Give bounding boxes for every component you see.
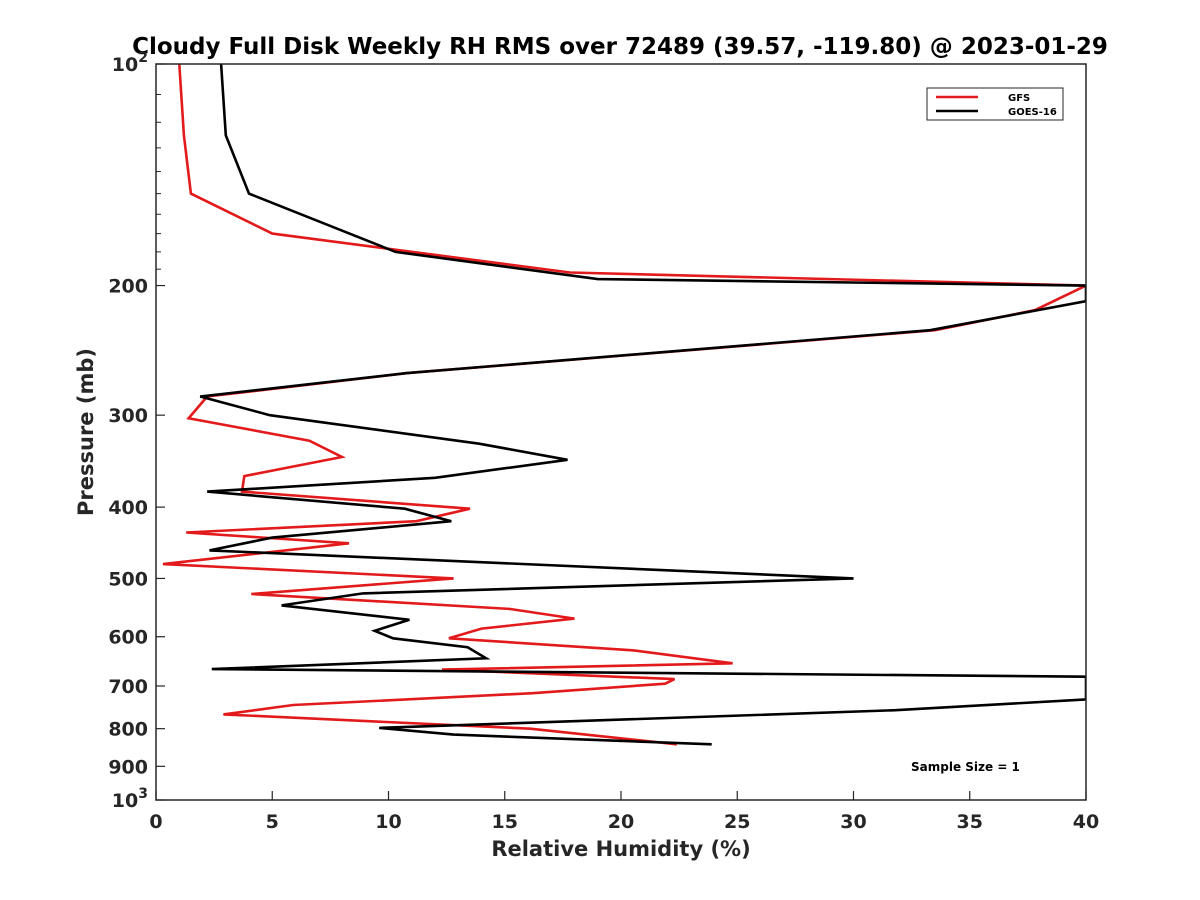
x-tick-label: 0 (149, 811, 162, 833)
x-tick-label: 15 (492, 811, 518, 833)
chart-title: Cloudy Full Disk Weekly RH RMS over 7248… (132, 34, 1108, 60)
y-tick-label: 400 (108, 497, 148, 519)
series-line-goes-16 (199, 64, 1086, 746)
series-layer (162, 64, 1086, 746)
y-tick-label: 600 (108, 627, 148, 649)
legend-label-goes-16: GOES-16 (1008, 107, 1057, 118)
legend-label-gfs: GFS (1008, 93, 1030, 104)
y-tick-label: 300 (108, 405, 148, 427)
x-axis-title: Relative Humidity (%) (491, 837, 750, 861)
y-tick-label: 500 (108, 568, 148, 590)
y-tick-label: 800 (108, 719, 148, 741)
x-tick-label: 10 (375, 811, 401, 833)
y-tick-label: 700 (108, 676, 148, 698)
x-tick-label: 30 (840, 811, 866, 833)
y-tick-label: 102 (112, 50, 148, 76)
plot-frame (155, 63, 1087, 801)
series-line-gfs (162, 64, 1086, 746)
x-tick-label: 35 (957, 811, 983, 833)
sample-size-note: Sample Size = 1 (911, 760, 1020, 774)
x-tick-label: 5 (266, 811, 279, 833)
y-tick-label: 200 (108, 276, 148, 298)
y-tick-label: 103 (112, 786, 148, 812)
legend: GFS GOES-16 (926, 87, 1064, 121)
x-tick-label: 40 (1073, 811, 1099, 833)
y-tick-label: 900 (108, 756, 148, 778)
x-tick-label: 25 (724, 811, 750, 833)
tick-layer: 0 5 10 15 20 25 30 35 40 102 200 300 400 500 600 700 800… (108, 50, 1099, 833)
y-axis-title: Pressure (mb) (74, 348, 98, 516)
x-tick-label: 20 (608, 811, 634, 833)
legend-box (926, 87, 1064, 121)
